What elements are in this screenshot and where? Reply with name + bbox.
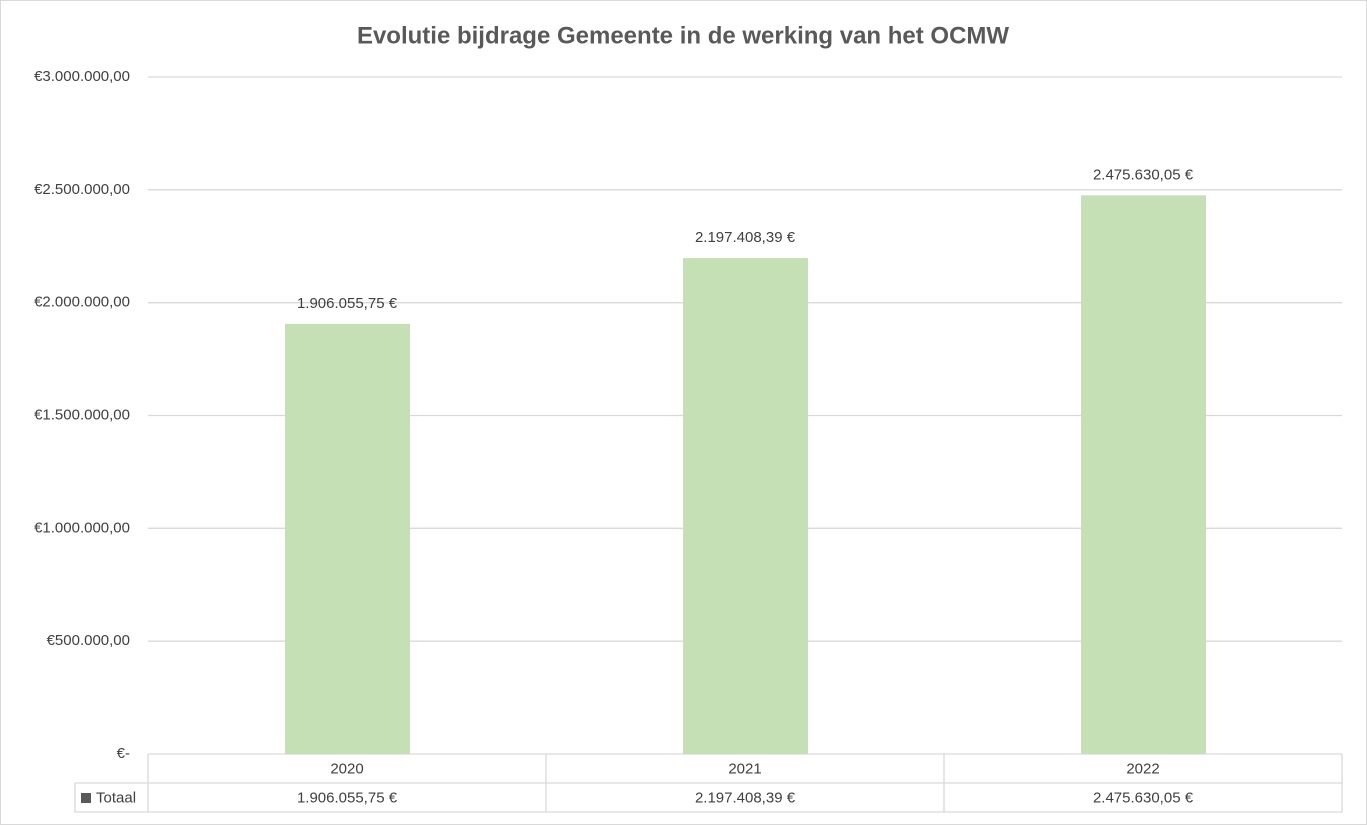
y-tick-label: €3.000.000,00 <box>34 68 130 85</box>
y-tick-label: €1.000.000,00 <box>34 519 130 536</box>
legend-key <box>81 793 91 803</box>
y-tick-label: €2.000.000,00 <box>34 294 130 311</box>
y-tick-label: €- <box>117 745 130 762</box>
y-tick-label: €2.500.000,00 <box>34 181 130 198</box>
x-tick-label: 2020 <box>330 760 363 777</box>
data-table-border <box>74 754 1343 813</box>
data-table-value: 2.197.408,39 € <box>695 789 796 806</box>
data-table-value: 1.906.055,75 € <box>297 789 398 806</box>
bar <box>683 258 808 754</box>
data-label: 2.475.630,05 € <box>1093 166 1194 183</box>
y-tick-label: €500.000,00 <box>47 632 130 649</box>
data-label: 1.906.055,75 € <box>297 295 398 312</box>
x-tick-label: 2022 <box>1126 760 1159 777</box>
legend-label: Totaal <box>96 789 136 806</box>
bar <box>1081 195 1206 754</box>
x-tick-label: 2021 <box>728 760 761 777</box>
y-tick-label: €1.500.000,00 <box>34 406 130 423</box>
data-table-value: 2.475.630,05 € <box>1093 789 1194 806</box>
data-label: 2.197.408,39 € <box>695 229 796 246</box>
chart-title: Evolutie bijdrage Gemeente in de werking… <box>357 22 1009 49</box>
bar <box>285 323 410 754</box>
